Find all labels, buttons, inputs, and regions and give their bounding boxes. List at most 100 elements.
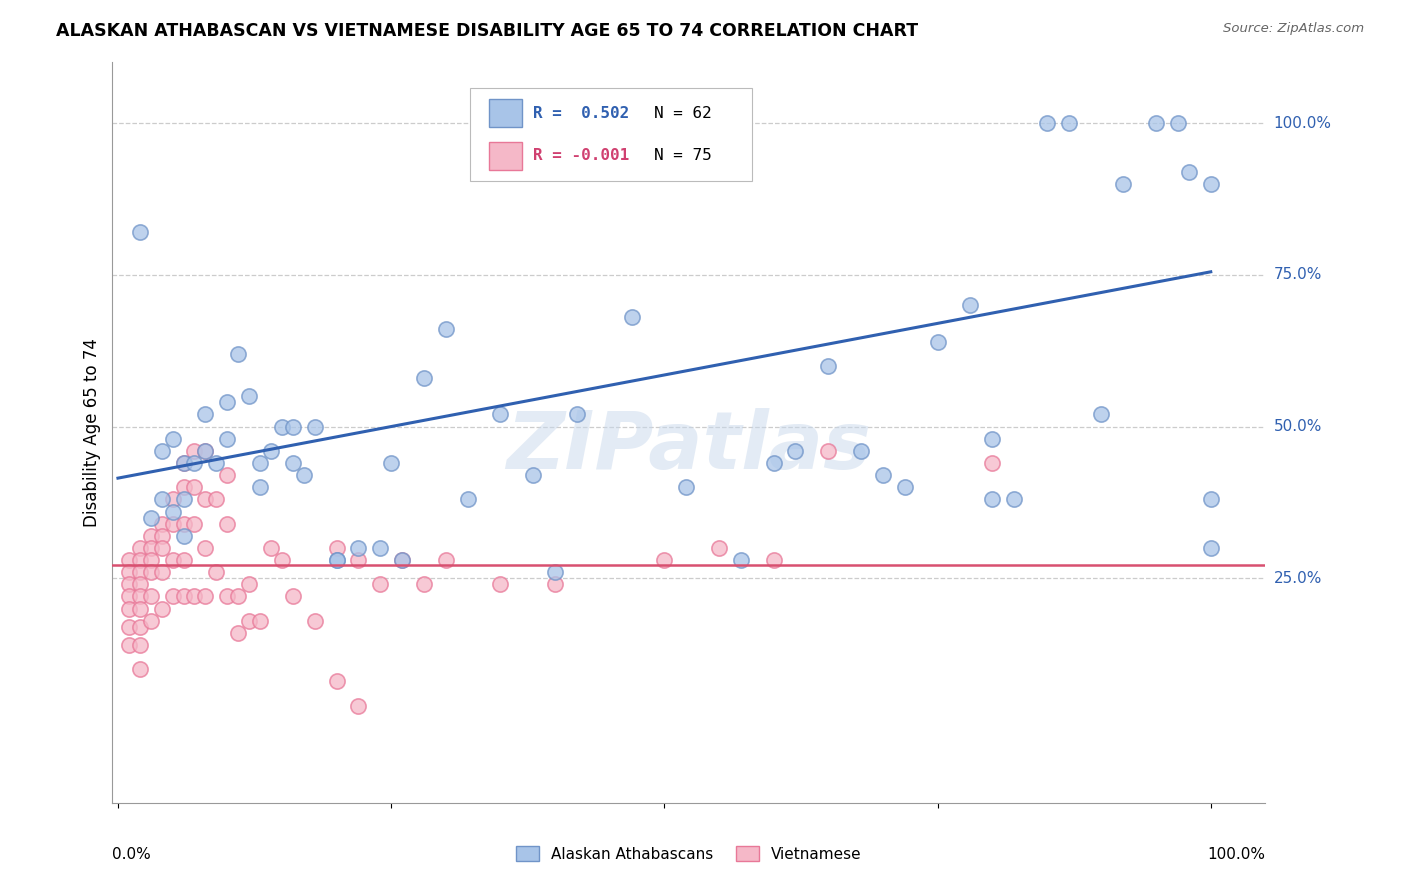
Point xyxy=(194,590,217,604)
Point xyxy=(217,590,239,604)
Point xyxy=(281,419,304,434)
Point xyxy=(194,443,217,458)
Point xyxy=(457,492,479,507)
Point xyxy=(173,516,195,531)
Point xyxy=(270,419,292,434)
Point xyxy=(325,674,347,689)
Point xyxy=(118,577,141,591)
Point xyxy=(238,389,260,403)
Point xyxy=(260,443,283,458)
Point xyxy=(270,553,292,567)
Point xyxy=(565,408,588,422)
Point xyxy=(217,468,239,483)
Point xyxy=(762,553,785,567)
Text: ZIPatlas: ZIPatlas xyxy=(506,409,872,486)
Point xyxy=(205,492,228,507)
Point xyxy=(139,541,162,555)
Text: N = 62: N = 62 xyxy=(654,106,711,120)
Text: N = 75: N = 75 xyxy=(654,148,711,163)
Point xyxy=(226,590,249,604)
Point xyxy=(817,359,839,373)
Point xyxy=(162,432,184,446)
Point xyxy=(128,662,150,676)
Point xyxy=(489,408,512,422)
Text: ALASKAN ATHABASCAN VS VIETNAMESE DISABILITY AGE 65 TO 74 CORRELATION CHART: ALASKAN ATHABASCAN VS VIETNAMESE DISABIL… xyxy=(56,22,918,40)
Y-axis label: Disability Age 65 to 74: Disability Age 65 to 74 xyxy=(83,338,101,527)
Point xyxy=(347,553,370,567)
Point xyxy=(522,468,544,483)
Point xyxy=(217,516,239,531)
Point xyxy=(413,577,436,591)
Point xyxy=(162,504,184,518)
Point xyxy=(434,322,457,336)
Point xyxy=(1199,492,1222,507)
Point xyxy=(139,590,162,604)
Point xyxy=(150,529,173,543)
Point xyxy=(183,456,205,470)
Point xyxy=(1112,177,1135,191)
Point xyxy=(347,541,370,555)
Point xyxy=(544,577,567,591)
Point xyxy=(162,553,184,567)
Point xyxy=(226,626,249,640)
Point xyxy=(139,614,162,628)
Point xyxy=(217,395,239,409)
Text: 100.0%: 100.0% xyxy=(1208,847,1265,863)
Point xyxy=(368,541,391,555)
Point xyxy=(118,638,141,652)
Point xyxy=(391,553,413,567)
Point xyxy=(183,516,205,531)
Point xyxy=(785,443,807,458)
Point xyxy=(173,456,195,470)
Point xyxy=(118,553,141,567)
Point xyxy=(872,468,894,483)
Point xyxy=(260,541,283,555)
Bar xyxy=(489,99,522,128)
Point xyxy=(150,601,173,615)
Text: 75.0%: 75.0% xyxy=(1274,268,1322,283)
Point xyxy=(817,443,839,458)
Point xyxy=(325,553,347,567)
Point xyxy=(139,510,162,524)
Point xyxy=(150,492,173,507)
Point xyxy=(347,698,370,713)
Point xyxy=(325,541,347,555)
Point xyxy=(162,516,184,531)
Point xyxy=(128,565,150,579)
Bar xyxy=(489,142,522,170)
Point xyxy=(981,456,1004,470)
Point xyxy=(544,565,567,579)
Point xyxy=(173,529,195,543)
Point xyxy=(128,638,150,652)
Point xyxy=(183,443,205,458)
Point xyxy=(959,298,981,312)
Point xyxy=(128,620,150,634)
Point xyxy=(226,347,249,361)
Point xyxy=(894,480,917,494)
Point xyxy=(849,443,872,458)
Point xyxy=(391,553,413,567)
Point xyxy=(1057,116,1080,130)
Point xyxy=(1144,116,1167,130)
Point xyxy=(1036,116,1059,130)
Text: R =  0.502: R = 0.502 xyxy=(533,106,630,120)
Point xyxy=(489,577,512,591)
Point xyxy=(707,541,730,555)
Point xyxy=(217,432,239,446)
Point xyxy=(118,601,141,615)
Point xyxy=(118,590,141,604)
Point xyxy=(620,310,643,325)
Point xyxy=(173,480,195,494)
Point xyxy=(927,334,949,349)
Point xyxy=(173,553,195,567)
Point xyxy=(183,590,205,604)
Point xyxy=(139,553,162,567)
Point xyxy=(413,371,436,385)
Point xyxy=(249,614,271,628)
Point xyxy=(128,553,150,567)
Point xyxy=(128,577,150,591)
Text: 50.0%: 50.0% xyxy=(1274,419,1322,434)
Point xyxy=(249,480,271,494)
FancyBboxPatch shape xyxy=(470,88,752,181)
Point xyxy=(205,565,228,579)
